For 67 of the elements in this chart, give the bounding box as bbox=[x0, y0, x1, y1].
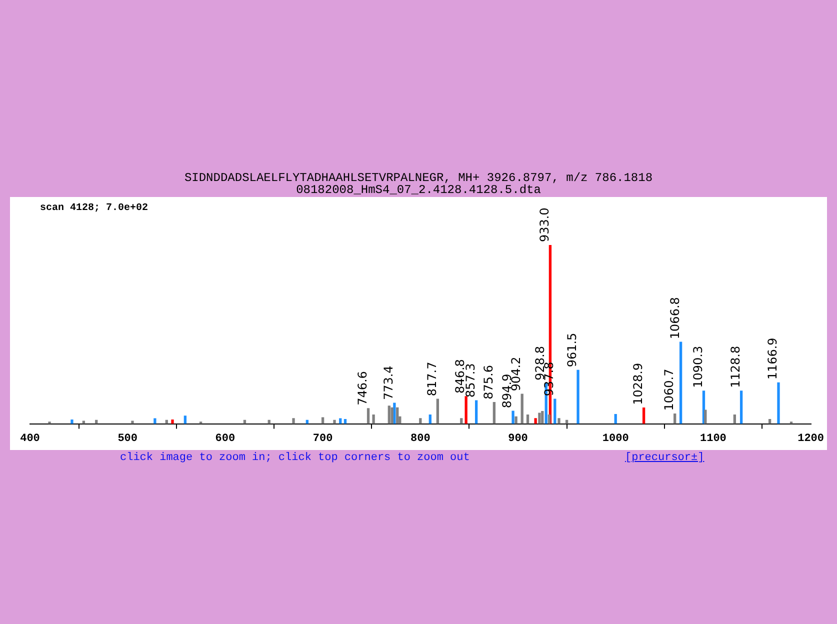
bar bbox=[548, 414, 551, 424]
annotation: 1128.8 bbox=[728, 346, 742, 388]
bar bbox=[614, 414, 617, 424]
annotation: 857.3 bbox=[463, 363, 478, 398]
annotation: 875.6 bbox=[481, 364, 496, 400]
bar bbox=[777, 382, 780, 424]
bar bbox=[474, 400, 478, 424]
annotation: 1028.9 bbox=[630, 362, 645, 405]
bar bbox=[396, 407, 399, 424]
x-tick-label: 700 bbox=[312, 433, 333, 446]
bar bbox=[70, 420, 74, 424]
bar bbox=[436, 398, 440, 424]
annotation: 1060.7 bbox=[662, 368, 676, 411]
x-tick-label: 800 bbox=[410, 433, 430, 446]
bar bbox=[428, 414, 432, 424]
bar bbox=[512, 410, 514, 424]
bar bbox=[642, 408, 646, 424]
x-tick-label: 1200 bbox=[798, 433, 824, 446]
chart-title: SIDNDDADSLAELFLYTADHAAHLSETVRPALNEGR, MH+ 3926.8797, m/z 786.1818 bbox=[183, 171, 654, 185]
bar bbox=[390, 407, 394, 424]
x-tick-label: 600 bbox=[215, 433, 236, 446]
text: [precursor±] bbox=[625, 452, 704, 464]
annotation: 817.7 bbox=[424, 362, 439, 396]
bar bbox=[131, 420, 134, 424]
bar bbox=[554, 398, 556, 424]
bar bbox=[704, 410, 707, 424]
bar bbox=[733, 414, 736, 424]
bar bbox=[541, 410, 544, 424]
x-tick-label: 900 bbox=[508, 433, 528, 446]
annotation: 961.5 bbox=[565, 332, 580, 368]
bar bbox=[520, 394, 524, 424]
text: scan 4128; 7.0e+02 bbox=[40, 203, 148, 214]
bar bbox=[740, 390, 743, 424]
bar bbox=[492, 402, 496, 424]
bar bbox=[372, 414, 375, 424]
annotation: 1066.8 bbox=[668, 297, 682, 340]
bar bbox=[292, 418, 295, 424]
bar bbox=[679, 342, 682, 424]
bar bbox=[558, 418, 560, 424]
annotation: 1090.3 bbox=[690, 346, 705, 388]
bar bbox=[333, 420, 336, 424]
annotation: 933.0 bbox=[537, 208, 552, 242]
bar bbox=[538, 412, 541, 424]
annotation: 746.6 bbox=[355, 371, 370, 406]
bar bbox=[419, 418, 422, 424]
bar bbox=[576, 370, 580, 424]
bar bbox=[321, 417, 324, 424]
bar bbox=[388, 406, 390, 424]
text: click image to zoom in; click top corners to zoom out bbox=[120, 452, 470, 464]
bar bbox=[464, 396, 468, 424]
x-tick-label: 500 bbox=[118, 433, 138, 446]
bar bbox=[514, 416, 518, 424]
bar bbox=[184, 416, 187, 424]
chart-subtitle: 08182008_HmS4_07_2.4128.4128.5.dta bbox=[296, 183, 541, 197]
x-tick-label: 1100 bbox=[700, 433, 726, 446]
bar bbox=[393, 402, 396, 424]
bar bbox=[154, 418, 156, 424]
bar bbox=[171, 420, 174, 424]
annotation: 1166.9 bbox=[766, 338, 780, 380]
annotation: 773.4 bbox=[382, 366, 396, 400]
x-tick-label: 1000 bbox=[602, 433, 629, 446]
bar bbox=[534, 418, 537, 424]
bar bbox=[526, 414, 530, 424]
bar bbox=[460, 418, 463, 424]
bar bbox=[674, 413, 676, 424]
x-tick-label: 400 bbox=[20, 433, 40, 446]
bar bbox=[366, 408, 370, 424]
